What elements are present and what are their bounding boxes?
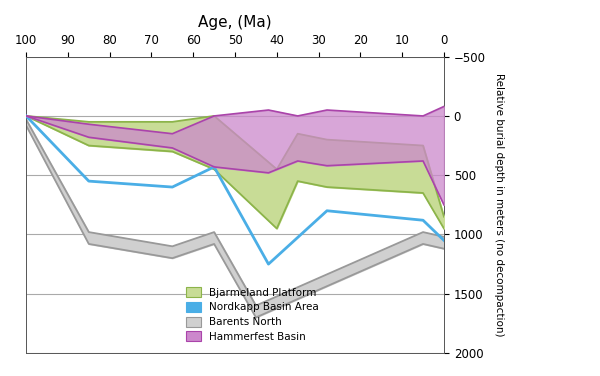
Y-axis label: Relative burial depth in meters (no decompaction): Relative burial depth in meters (no deco… xyxy=(494,73,504,337)
X-axis label: Age, (Ma): Age, (Ma) xyxy=(198,15,272,30)
Legend: Bjarmeland Platform, Nordkapp Basin Area, Barents North, Hammerfest Basin: Bjarmeland Platform, Nordkapp Basin Area… xyxy=(186,287,319,342)
